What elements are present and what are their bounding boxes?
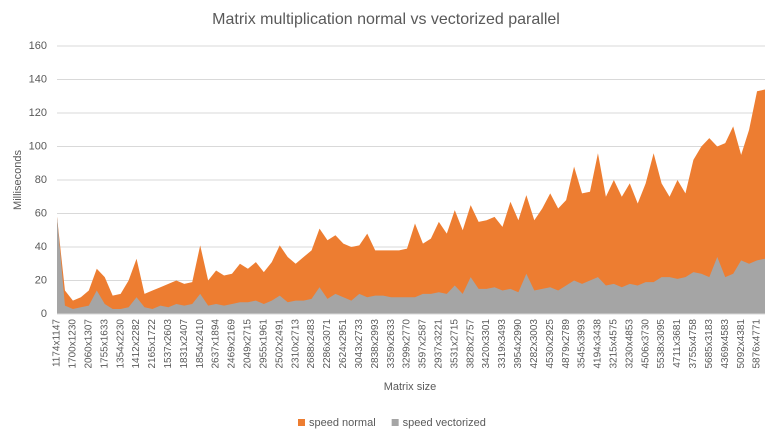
x-tick-label: 4530x2925 (545, 319, 556, 369)
x-tick-label: 3954x2990 (513, 319, 524, 369)
x-tick-label: 1700x1230 (68, 319, 79, 369)
x-tick-label: 1854x2410 (195, 319, 206, 369)
x-tick-label: 2049x2715 (243, 319, 254, 369)
x-tick-label: 2286x3071 (322, 319, 333, 369)
x-tick-label: 3043x2733 (354, 319, 365, 369)
legend-swatch (391, 419, 399, 426)
x-tick-label: 5092x4381 (736, 319, 747, 369)
y-axis-label: Milliseconds (12, 150, 24, 210)
y-tick-label: 120 (29, 107, 47, 119)
x-tick-label: 2060x1307 (83, 319, 94, 369)
y-tick-label: 160 (29, 40, 47, 52)
chart-title: Matrix multiplication normal vs vectoriz… (212, 11, 560, 28)
x-tick-label: 1174x1147 (52, 319, 63, 367)
x-tick-label: 3597x2587 (418, 319, 429, 369)
x-tick-label: 4369x4583 (720, 319, 731, 369)
x-tick-label: 2955x1961 (258, 319, 269, 369)
x-tick-label: 2637x1894 (211, 319, 222, 369)
x-tick-label: 2502x2491 (274, 319, 285, 369)
legend-label: speed vectorized (403, 417, 486, 429)
x-tick-label: 1354x2230 (115, 319, 126, 369)
x-tick-label: 3420x3301 (481, 319, 492, 369)
x-tick-label: 4711x3681 (672, 319, 683, 368)
x-axis-label: Matrix size (384, 381, 437, 393)
legend-swatch (298, 419, 305, 426)
x-tick-label: 1831x2407 (179, 319, 190, 369)
x-tick-label: 3359x2633 (386, 319, 397, 369)
x-tick-label: 1412x2282 (131, 319, 142, 369)
x-tick-label: 1755x1633 (99, 319, 110, 369)
x-tick-label: 4506x3730 (640, 319, 651, 369)
area (57, 89, 765, 314)
y-tick-label: 100 (29, 140, 47, 152)
x-tick-label: 3755x4758 (688, 319, 699, 369)
x-tick-label: 3215x4575 (608, 319, 619, 369)
x-tick-label: 4194x3438 (593, 319, 604, 369)
x-tick-label: 4282x3003 (529, 319, 540, 369)
x-tick-label: 2624x2951 (338, 319, 349, 369)
x-tick-label: 3545x3993 (577, 319, 588, 369)
x-tick-label: 4879x2789 (561, 319, 572, 369)
y-tick-label: 40 (35, 241, 47, 253)
legend-label: speed normal (309, 417, 376, 429)
x-tick-label: 1537x2603 (163, 319, 174, 369)
x-tick-label: 3319x3493 (497, 319, 508, 369)
y-tick-label: 20 (35, 274, 47, 286)
x-tick-label: 3230x4853 (624, 319, 635, 369)
x-tick-label: 2838x2993 (370, 319, 381, 369)
x-tick-label: 2469x2169 (227, 319, 238, 369)
area (57, 216, 765, 314)
y-tick-label: 140 (29, 73, 47, 85)
x-tick-label: 3828x2757 (465, 319, 476, 369)
x-tick-label: 3531x2715 (449, 319, 460, 369)
y-tick-label: 80 (35, 174, 47, 186)
x-tick-label: 3299x2770 (402, 319, 413, 369)
x-tick-label: 2165x1722 (147, 319, 158, 369)
y-tick-label: 0 (41, 308, 47, 320)
x-tick-label: 2937x3221 (433, 319, 444, 369)
x-tick-label: 2688x2483 (306, 319, 317, 369)
x-tick-label: 5876x4771 (752, 319, 763, 369)
x-tick-label: 2310x2713 (290, 319, 301, 369)
y-tick-label: 60 (35, 207, 47, 219)
x-tick-label: 5538x3095 (656, 319, 667, 369)
x-tick-label: 5685x3183 (704, 319, 715, 369)
